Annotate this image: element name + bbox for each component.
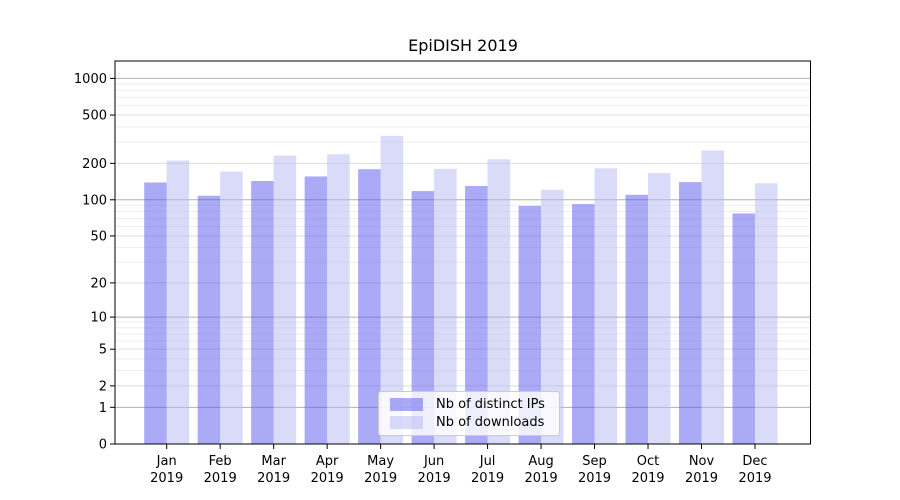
x-tick-label-year: 2019 <box>738 471 771 486</box>
x-tick-label-year: 2019 <box>525 471 558 486</box>
legend-label-distinct-ips: Nb of distinct IPs <box>436 397 545 412</box>
bar-jun-distinct-ips <box>411 191 435 444</box>
legend: Nb of distinct IPs Nb of downloads <box>378 391 560 436</box>
x-tick-label-month: Jun <box>423 454 444 469</box>
x-tick-label-year: 2019 <box>578 471 611 486</box>
legend-swatch-distinct-ips <box>390 398 423 411</box>
bar-aug-downloads <box>541 189 564 444</box>
bar-apr-downloads <box>327 154 350 444</box>
bar-dec-distinct-ips <box>732 213 755 444</box>
y-tick-label: 1000 <box>74 72 107 87</box>
bar-jun-downloads <box>434 168 457 444</box>
bar-may-distinct-ips <box>358 169 381 444</box>
bar-sep-downloads <box>594 168 618 445</box>
chart-title: EpiDISH 2019 <box>408 36 518 55</box>
legend-swatch-downloads <box>390 416 423 429</box>
x-tick-label-year: 2019 <box>150 471 183 486</box>
y-tick-label: 500 <box>82 109 107 124</box>
x-tick-label-year: 2019 <box>685 471 718 486</box>
x-tick-label-year: 2019 <box>418 471 451 486</box>
x-tick-label-month: May <box>367 454 394 469</box>
y-tick-label: 50 <box>90 229 107 244</box>
x-tick-label-month: Apr <box>316 454 339 469</box>
x-tick-label-month: Mar <box>261 454 286 469</box>
plot-frame <box>114 60 811 445</box>
legend-item-downloads: Nb of downloads <box>390 415 548 430</box>
x-tick-label-year: 2019 <box>204 471 237 486</box>
bar-nov-distinct-ips <box>679 182 702 444</box>
bar-oct-distinct-ips <box>625 194 649 444</box>
bar-sep-distinct-ips <box>572 204 595 444</box>
bar-feb-distinct-ips <box>197 195 221 444</box>
x-tick-label-year: 2019 <box>364 471 397 486</box>
y-tick-label: 10 <box>90 311 107 326</box>
bar-jan-distinct-ips <box>144 182 167 444</box>
x-tick-label-year: 2019 <box>311 471 344 486</box>
x-tick-label-month: Nov <box>689 454 715 469</box>
bar-dec-downloads <box>754 183 778 444</box>
bar-jan-downloads <box>166 160 190 445</box>
y-tick-label: 1 <box>99 401 107 416</box>
y-tick-label: 20 <box>90 276 107 291</box>
x-tick-label-month: Sep <box>582 454 607 469</box>
x-tick-label-month: Aug <box>528 454 553 469</box>
x-tick-label-month: Jul <box>479 454 496 469</box>
bar-may-downloads <box>380 135 404 444</box>
bar-mar-distinct-ips <box>251 181 274 444</box>
y-tick-label: 2 <box>99 379 107 394</box>
bar-feb-downloads <box>220 171 243 444</box>
legend-item-distinct-ips: Nb of distinct IPs <box>390 397 548 412</box>
x-tick-label-month: Jan <box>156 454 177 469</box>
bar-apr-distinct-ips <box>304 176 328 444</box>
bar-oct-downloads <box>648 173 671 445</box>
x-tick-label-month: Feb <box>209 454 232 469</box>
bar-aug-distinct-ips <box>518 205 542 444</box>
y-tick-label: 100 <box>82 193 107 208</box>
bar-nov-downloads <box>701 150 724 444</box>
x-tick-label-year: 2019 <box>257 471 290 486</box>
x-tick-label-year: 2019 <box>631 471 664 486</box>
x-tick-label-month: Dec <box>742 454 767 469</box>
x-tick-label-month: Oct <box>637 454 659 469</box>
x-tick-label-year: 2019 <box>471 471 504 486</box>
bar-mar-downloads <box>273 155 297 445</box>
legend-label-downloads: Nb of downloads <box>436 415 545 430</box>
y-tick-label: 200 <box>82 157 107 172</box>
bar-jul-downloads <box>487 159 511 444</box>
y-tick-label: 5 <box>99 343 107 358</box>
y-tick-label: 0 <box>99 438 107 453</box>
bar-jul-distinct-ips <box>465 186 488 444</box>
